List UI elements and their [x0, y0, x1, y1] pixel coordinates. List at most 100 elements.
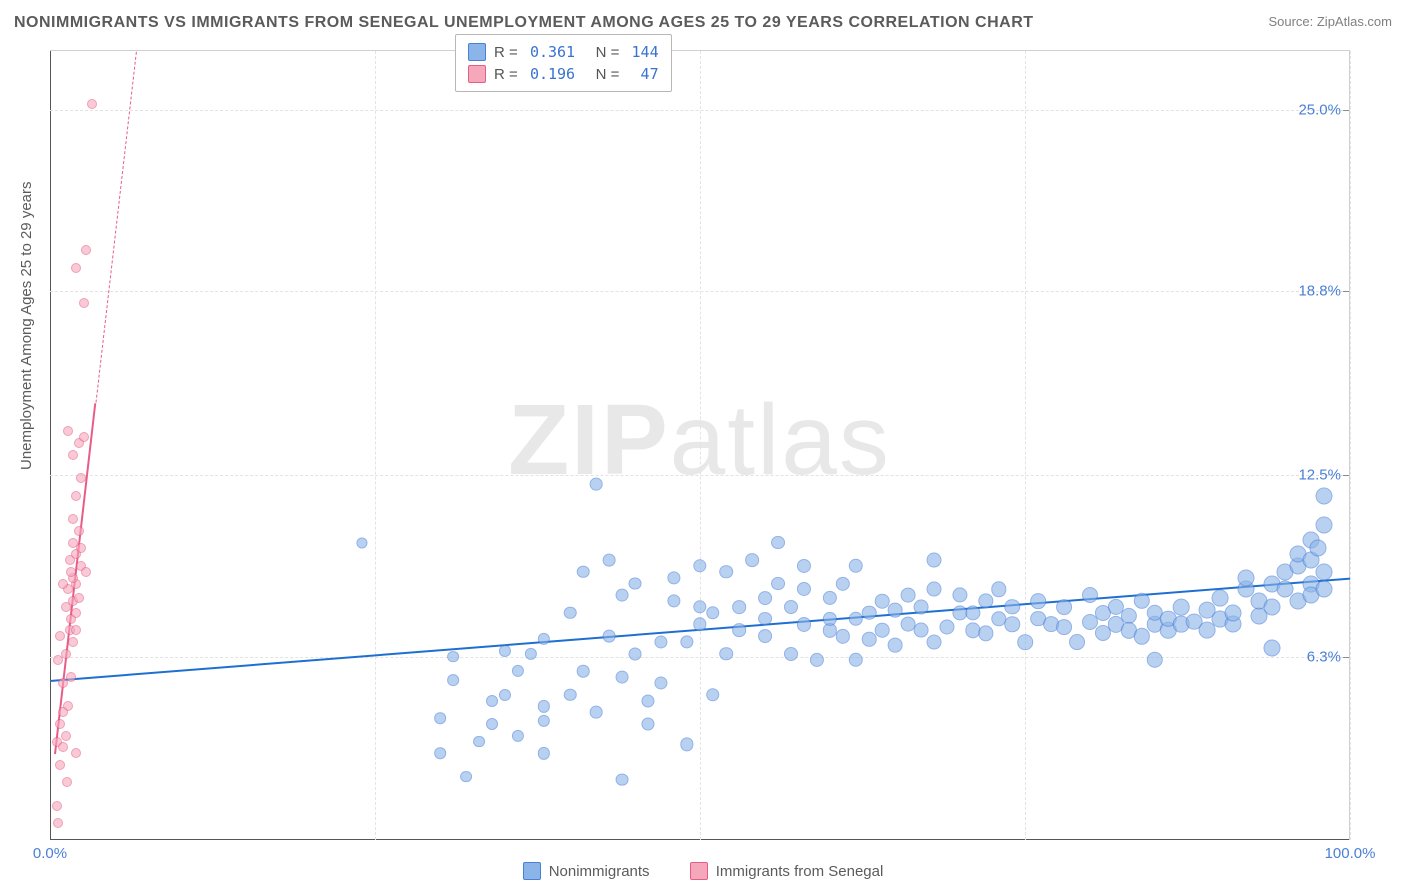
- point-nonimmigrant: [512, 665, 524, 677]
- point-nonimmigrant: [888, 602, 903, 617]
- point-nonimmigrant: [460, 771, 472, 783]
- y-tick-mark: [1343, 291, 1349, 292]
- point-nonimmigrant: [590, 706, 603, 719]
- point-immigrant-senegal: [66, 672, 76, 682]
- point-immigrant-senegal: [58, 579, 68, 589]
- point-immigrant-senegal: [71, 491, 81, 501]
- point-nonimmigrant: [914, 599, 929, 614]
- point-nonimmigrant: [784, 600, 798, 614]
- point-nonimmigrant: [1017, 634, 1033, 650]
- point-immigrant-senegal: [68, 514, 78, 524]
- point-nonimmigrant: [1173, 599, 1190, 616]
- point-immigrant-senegal: [81, 245, 91, 255]
- point-nonimmigrant: [680, 738, 693, 751]
- x-tick-label: 0.0%: [33, 845, 67, 862]
- point-immigrant-senegal: [55, 719, 65, 729]
- point-nonimmigrant: [564, 607, 577, 620]
- legend-swatch-1: [468, 43, 486, 61]
- y-tick-label: 12.5%: [1298, 467, 1341, 484]
- point-nonimmigrant: [1316, 563, 1333, 580]
- point-nonimmigrant: [564, 688, 577, 701]
- point-immigrant-senegal: [71, 608, 81, 618]
- x-tick-label: 100.0%: [1325, 845, 1376, 862]
- point-nonimmigrant: [512, 730, 524, 742]
- bottom-legend-item-1: Nonimmigrants: [523, 862, 650, 880]
- point-immigrant-senegal: [71, 748, 81, 758]
- gridline-vertical: [1350, 51, 1351, 840]
- point-nonimmigrant: [499, 645, 511, 657]
- point-nonimmigrant: [1316, 487, 1333, 504]
- point-nonimmigrant: [1082, 587, 1098, 603]
- point-immigrant-senegal: [52, 801, 62, 811]
- point-nonimmigrant: [1056, 619, 1072, 635]
- point-nonimmigrant: [706, 688, 719, 701]
- point-nonimmigrant: [1030, 593, 1046, 609]
- bottom-legend-label-2: Immigrants from Senegal: [716, 863, 884, 880]
- point-nonimmigrant: [797, 617, 811, 631]
- point-nonimmigrant: [590, 478, 603, 491]
- bottom-legend-item-2: Immigrants from Senegal: [690, 862, 884, 880]
- y-axis-line: [50, 51, 51, 840]
- y-tick-label: 18.8%: [1298, 282, 1341, 299]
- point-nonimmigrant: [693, 559, 706, 572]
- plot-area: ZIPatlas 6.3%12.5%18.8%25.0%0.0%100.0%: [50, 50, 1350, 840]
- point-nonimmigrant: [654, 635, 667, 648]
- point-nonimmigrant: [784, 647, 798, 661]
- point-nonimmigrant: [641, 694, 654, 707]
- point-immigrant-senegal: [71, 263, 81, 273]
- point-nonimmigrant: [629, 647, 642, 660]
- point-nonimmigrant: [693, 600, 706, 613]
- stats-legend: R = 0.361 N = 144 R = 0.196 N = 47: [455, 34, 672, 92]
- point-nonimmigrant: [978, 626, 993, 641]
- point-nonimmigrant: [862, 606, 877, 621]
- point-nonimmigrant: [447, 651, 459, 663]
- y-tick-mark: [1343, 657, 1349, 658]
- point-nonimmigrant: [1316, 581, 1333, 598]
- point-nonimmigrant: [577, 566, 590, 579]
- point-immigrant-senegal: [55, 760, 65, 770]
- point-immigrant-senegal: [87, 99, 97, 109]
- legend-swatch-2: [468, 65, 486, 83]
- y-axis-label: Unemployment Among Ages 25 to 29 years: [18, 181, 35, 470]
- point-immigrant-senegal: [76, 543, 86, 553]
- point-nonimmigrant: [538, 700, 550, 712]
- y-tick-mark: [1343, 110, 1349, 111]
- point-nonimmigrant: [1004, 599, 1020, 615]
- bottom-legend-swatch-2: [690, 862, 708, 880]
- point-nonimmigrant: [927, 635, 942, 650]
- gridline-vertical: [1025, 51, 1026, 840]
- point-immigrant-senegal: [66, 567, 76, 577]
- point-nonimmigrant: [836, 629, 850, 643]
- y-tick-label: 25.0%: [1298, 101, 1341, 118]
- point-nonimmigrant: [901, 588, 916, 603]
- point-immigrant-senegal: [79, 298, 89, 308]
- point-nonimmigrant: [538, 633, 550, 645]
- point-nonimmigrant: [616, 589, 629, 602]
- y-tick-mark: [1343, 475, 1349, 476]
- gridline-vertical: [700, 51, 701, 840]
- point-nonimmigrant: [525, 648, 537, 660]
- y-tick-label: 6.3%: [1307, 648, 1341, 665]
- point-nonimmigrant: [836, 576, 850, 590]
- point-nonimmigrant: [1134, 628, 1150, 644]
- point-nonimmigrant: [356, 537, 367, 548]
- point-nonimmigrant: [965, 605, 980, 620]
- point-nonimmigrant: [538, 747, 550, 759]
- point-nonimmigrant: [745, 553, 759, 567]
- point-nonimmigrant: [771, 577, 785, 591]
- point-nonimmigrant: [758, 629, 772, 643]
- point-nonimmigrant: [732, 624, 746, 638]
- point-nonimmigrant: [823, 611, 837, 625]
- point-nonimmigrant: [616, 773, 629, 786]
- point-nonimmigrant: [486, 718, 498, 730]
- point-nonimmigrant: [797, 559, 811, 573]
- stats-legend-row-1: R = 0.361 N = 144: [468, 41, 659, 63]
- point-nonimmigrant: [758, 591, 772, 605]
- source-attribution: Source: ZipAtlas.com: [1268, 14, 1392, 29]
- point-nonimmigrant: [823, 591, 837, 605]
- point-nonimmigrant: [927, 553, 942, 568]
- point-immigrant-senegal: [58, 707, 68, 717]
- bottom-legend-swatch-1: [523, 862, 541, 880]
- point-nonimmigrant: [667, 594, 680, 607]
- chart-title: NONIMMIGRANTS VS IMMIGRANTS FROM SENEGAL…: [14, 14, 1034, 32]
